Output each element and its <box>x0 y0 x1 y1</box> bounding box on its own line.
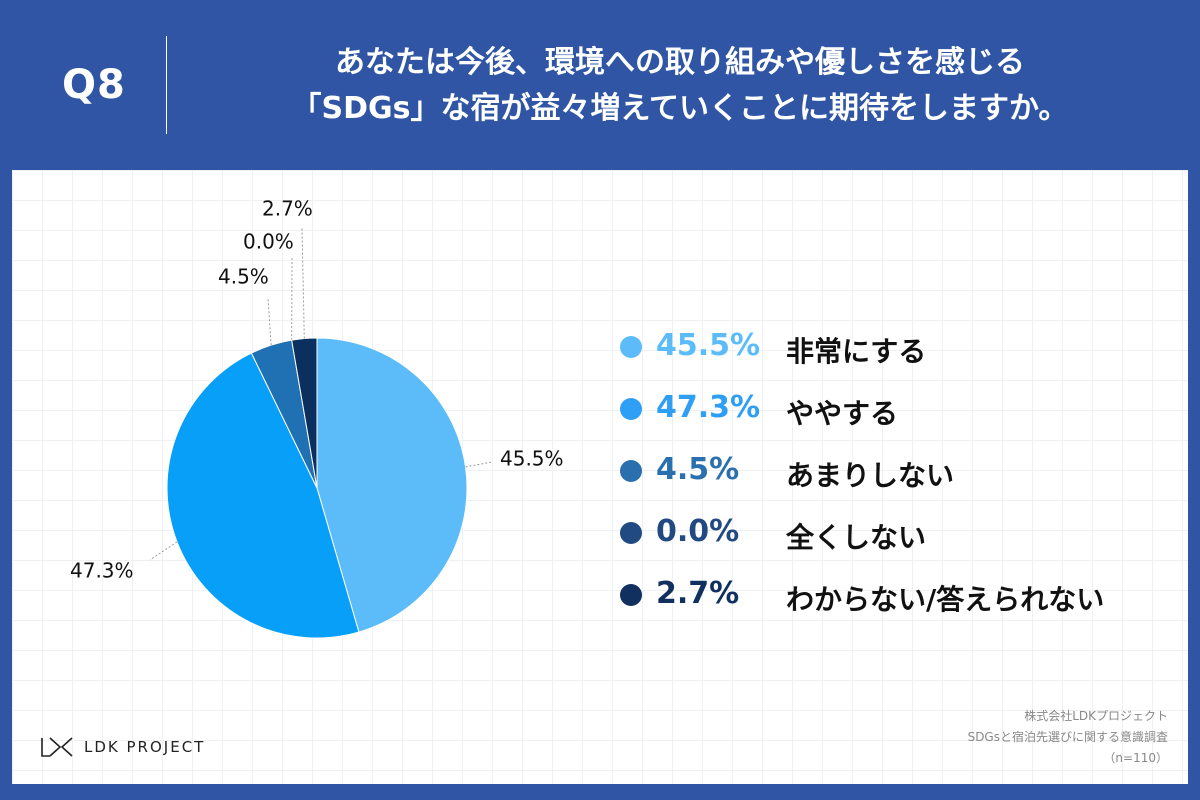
header-divider <box>166 36 167 134</box>
legend-swatch <box>620 336 642 358</box>
legend-percentage: 2.7% <box>656 576 740 611</box>
source-sample-size: （n=110） <box>1103 751 1168 765</box>
pie-data-label: 0.0% <box>243 230 294 254</box>
legend-label: わからない/答えられない <box>786 583 1105 616</box>
legend-swatch <box>620 460 642 482</box>
pie-leader-line <box>465 461 493 468</box>
ldk-logo-mark <box>41 737 73 757</box>
question-title-line2: 「SDGs」な宿が益々増えていくことに期待をしますか。 <box>291 91 1069 126</box>
question-title-line1: あなたは今後、環境への取り組みや優しさを感じる <box>335 45 1025 80</box>
pie-leader-line <box>267 297 272 346</box>
pie-slice <box>316 337 468 633</box>
source-company: 株式会社LDKプロジェクト <box>1024 709 1168 723</box>
legend-swatch <box>620 584 642 606</box>
legend-label: あまりしない <box>786 459 955 492</box>
question-number: Q8 <box>62 62 126 108</box>
question-title: あなたは今後、環境への取り組みや優しさを感じる 「SDGs」な宿が益々増えていく… <box>180 40 1180 132</box>
ldk-logo: LDK PROJECT <box>40 736 205 758</box>
source-note: 株式会社LDKプロジェクト SDGsと宿泊先選びに関する意識調査 （n=110） <box>968 706 1168 769</box>
pie-leader-line <box>301 227 305 339</box>
legend-label: 全くしない <box>786 521 927 554</box>
pie-data-label: 2.7% <box>262 197 313 221</box>
source-survey: SDGsと宿泊先選びに関する意識調査 <box>967 730 1168 744</box>
header: Q8 あなたは今後、環境への取り組みや優しさを感じる 「SDGs」な宿が益々増え… <box>0 0 1200 170</box>
legend-swatch <box>620 398 642 420</box>
pie-data-label: 4.5% <box>218 265 269 289</box>
pie-data-label: 45.5% <box>500 447 564 471</box>
pie-data-label: 47.3% <box>70 559 134 583</box>
pie-leader-line <box>149 541 178 561</box>
legend-swatch <box>620 522 642 544</box>
legend-percentage: 47.3% <box>656 390 761 425</box>
legend-percentage: 45.5% <box>656 328 761 363</box>
legend-label: 非常にする <box>786 335 927 368</box>
legend-percentage: 4.5% <box>656 452 740 487</box>
legend-label: ややする <box>786 397 899 430</box>
legend-percentage: 0.0% <box>656 514 740 549</box>
ldk-logo-text: LDK PROJECT <box>84 738 206 756</box>
